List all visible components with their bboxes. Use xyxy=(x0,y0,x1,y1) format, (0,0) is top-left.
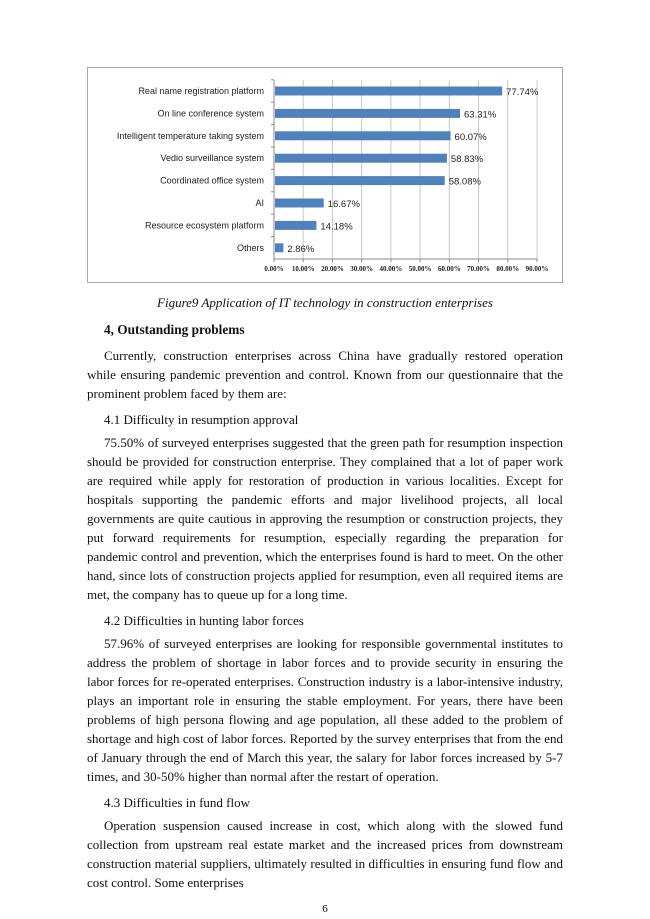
x-tick-label: 90.00% xyxy=(526,265,549,273)
bar-chart: 0.00% 10.00% 20.00% 30.00% 40.00% 50.00% 60.00… xyxy=(87,67,563,283)
category-label: Coordinated office system xyxy=(160,176,264,186)
bar xyxy=(275,108,461,118)
data-label: 2.86% xyxy=(287,244,314,255)
bar xyxy=(275,131,451,141)
data-label: 60.07% xyxy=(455,132,488,143)
bar xyxy=(275,198,324,208)
paragraph: Currently, construction enterprises acro… xyxy=(87,348,563,401)
category-label: Real name registration platform xyxy=(138,86,264,96)
x-tick-label: 10.00% xyxy=(292,265,315,273)
paragraph: 75.50% of surveyed enterprises suggested… xyxy=(87,435,563,602)
subsection-heading: 4.3 Difficulties in fund flow xyxy=(104,795,250,810)
data-label: 63.31% xyxy=(464,109,497,120)
category-label: Vedio surveillance system xyxy=(160,153,264,163)
subsection-heading: 4.2 Difficulties in hunting labor forces xyxy=(104,613,304,628)
category-label: AI xyxy=(255,198,264,208)
paragraph: Operation suspension caused increase in … xyxy=(87,818,563,890)
bar xyxy=(275,176,445,186)
data-label: 14.18% xyxy=(320,221,353,232)
category-label: Intelligent temperature taking system xyxy=(117,131,264,141)
x-tick-label: 0.00% xyxy=(264,265,283,273)
subsection-heading: 4.1 Difficulty in resumption approval xyxy=(104,412,299,427)
data-label: 77.74% xyxy=(506,87,539,98)
x-tick-label: 50.00% xyxy=(409,265,432,273)
bar xyxy=(275,153,447,163)
category-label: On line conference system xyxy=(157,108,264,118)
category-label: Resource ecosystem platform xyxy=(145,220,264,230)
x-tick-label: 70.00% xyxy=(467,265,490,273)
document-body: 4, Outstanding problems Currently, const… xyxy=(87,320,563,892)
category-label: Others xyxy=(237,243,265,253)
bar xyxy=(275,220,317,230)
document-flow: 4, Outstanding problems Currently, const… xyxy=(87,320,563,916)
paragraph: 57.96% of surveyed enterprises are looki… xyxy=(87,636,563,784)
x-tick-label: 60.00% xyxy=(438,265,461,273)
bar xyxy=(275,86,503,96)
x-tick-label: 40.00% xyxy=(380,265,403,273)
x-tick-label: 80.00% xyxy=(496,265,519,273)
figure-caption: Figure9 Application of IT technology in … xyxy=(157,295,493,310)
bar xyxy=(275,243,284,253)
data-label: 58.08% xyxy=(449,177,482,188)
data-label: 58.83% xyxy=(451,154,484,165)
chart-svg: 0.00% 10.00% 20.00% 30.00% 40.00% 50.00% 60.00… xyxy=(117,79,549,273)
page-number: 6 xyxy=(322,903,328,915)
data-label: 16.67% xyxy=(328,199,361,210)
section-heading: 4, Outstanding problems xyxy=(104,322,245,337)
x-tick-label: 30.00% xyxy=(350,265,373,273)
x-tick-label: 20.00% xyxy=(321,265,344,273)
